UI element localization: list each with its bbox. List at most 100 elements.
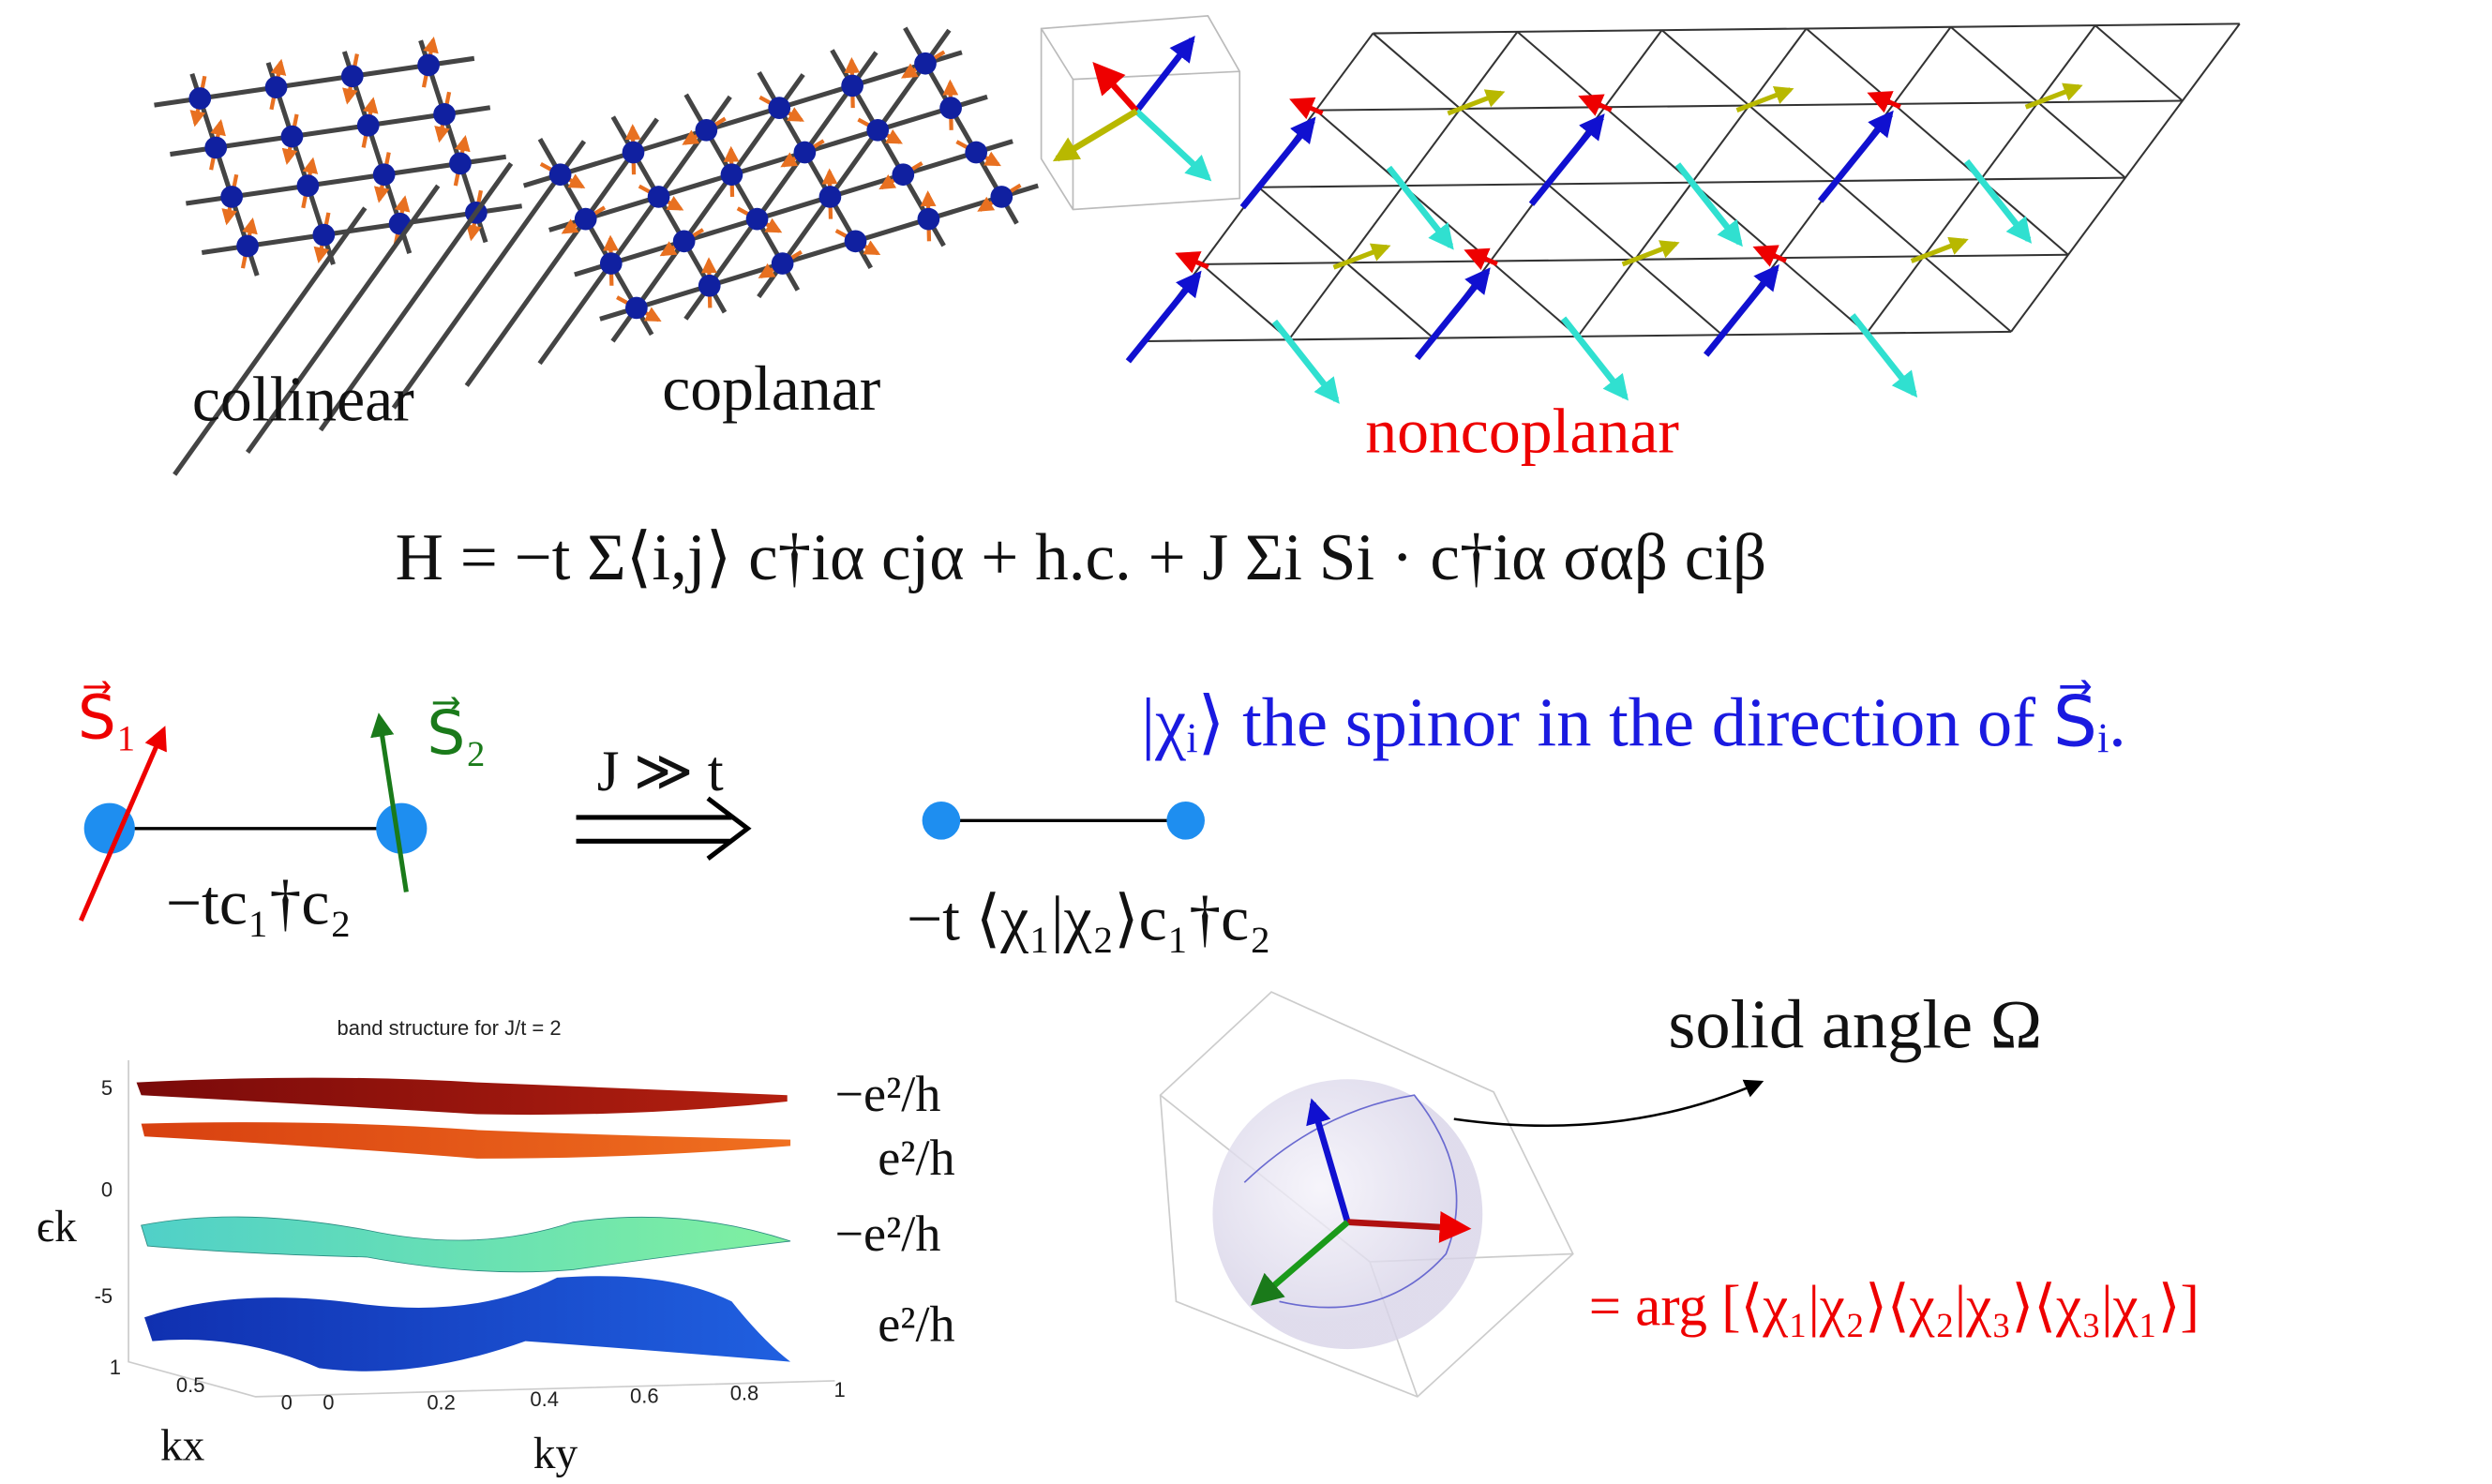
spin-arrow	[1531, 117, 1601, 203]
implies-arrow	[577, 799, 748, 859]
site	[965, 142, 987, 164]
hamiltonian: H = −t Σ⟨i,j⟩ c†iα cjα + h.c. + J Σi Si …	[396, 521, 1767, 594]
site	[236, 235, 259, 258]
solid-angle-formula: = arg [⟨χ₁|χ₂⟩⟨χ₂|χ₃⟩⟨χ₃|χ₁⟩]	[1589, 1276, 2199, 1339]
spin-arrow	[1564, 319, 1626, 397]
kx-tick: 0	[281, 1390, 293, 1414]
site	[188, 87, 211, 110]
bond-diagram: S⃗₁ S⃗₂ −tc₁†c₂ J ≫ t −t ⟨χ₁|χ₂⟩c₁†c₂	[78, 682, 1271, 954]
ky-tick: 0.2	[427, 1390, 456, 1414]
spin-arrow	[1912, 240, 1965, 261]
solid-angle-label: solid angle Ω	[1668, 986, 2042, 1063]
spin-arrow	[1853, 315, 1914, 394]
spin-cube	[1042, 16, 1240, 210]
lattice-bond	[1807, 28, 2068, 254]
collinear-lattice	[155, 39, 522, 276]
spin-arrow	[1736, 90, 1790, 111]
site	[623, 142, 645, 164]
site	[939, 97, 962, 119]
site	[625, 297, 648, 320]
spin-arrow	[1418, 272, 1488, 358]
collinear-label: collinear	[192, 365, 414, 435]
coplanar-label: coplanar	[662, 353, 880, 424]
site	[819, 186, 842, 208]
spin-arrow	[1448, 93, 1501, 113]
site	[357, 114, 380, 137]
ky-tick: 0.6	[630, 1385, 659, 1408]
band-plot: band structure for J/t = 2 5 0 -5 ϵk 1 0…	[37, 1016, 955, 1478]
spin-arrow	[1678, 164, 1740, 243]
site	[265, 76, 288, 98]
hall-label: e²/h	[878, 1297, 954, 1353]
noncoplanar-label: noncoplanar	[1365, 397, 1679, 467]
spin-arrow	[1389, 168, 1450, 247]
lattice-bond	[1315, 111, 1577, 337]
site	[673, 230, 696, 252]
site	[281, 126, 304, 148]
band-surface	[144, 1276, 790, 1371]
site	[220, 186, 243, 208]
site	[746, 208, 769, 231]
s1-label: S⃗₁	[78, 682, 137, 752]
ky-tick: 0.8	[730, 1381, 759, 1404]
spin-arrow	[1274, 322, 1336, 400]
site	[914, 52, 937, 75]
energy-tick: 0	[101, 1178, 113, 1202]
hall-label: −e²/h	[835, 1066, 941, 1122]
band-surface	[142, 1122, 790, 1159]
noncoplanar-lattice	[1128, 23, 2239, 399]
solid-angle-diagram: solid angle Ω = arg [⟨χ₁|χ₂⟩⟨χ₂|χ₃⟩⟨χ₃|χ…	[1161, 986, 2199, 1396]
site	[793, 142, 816, 164]
site	[768, 97, 790, 119]
band-surface	[142, 1217, 790, 1272]
spin-arrow	[1967, 161, 2029, 240]
spin-arrow	[1821, 114, 1891, 201]
site	[600, 252, 623, 275]
hopping: −tc₁†c₂	[166, 867, 352, 937]
energy-label: ϵk	[37, 1203, 77, 1252]
site	[417, 54, 440, 77]
spin-arrow	[1333, 247, 1387, 267]
spinor-note: |χᵢ⟩ the spinor in the direction of S⃗ᵢ.	[1141, 680, 2126, 762]
site	[841, 75, 863, 97]
plot-title: band structure for J/t = 2	[338, 1016, 562, 1040]
kx-tick: 1	[110, 1356, 121, 1379]
spin-arrow	[2026, 86, 2079, 107]
site	[892, 163, 914, 186]
band-surface	[137, 1078, 788, 1116]
ky-label: ky	[533, 1430, 578, 1478]
site	[845, 230, 867, 252]
site	[341, 65, 364, 87]
spin-arrow	[1128, 275, 1198, 361]
site	[204, 137, 227, 159]
site	[698, 275, 721, 297]
kx-tick: 0.5	[176, 1373, 205, 1397]
site	[1166, 802, 1205, 840]
site	[772, 252, 794, 275]
site	[549, 163, 572, 186]
s2-label: S⃗₂	[427, 697, 486, 767]
hall-label: −e²/h	[835, 1206, 941, 1262]
site	[990, 186, 1013, 208]
ky-tick: 1	[833, 1378, 845, 1402]
energy-tick: -5	[95, 1284, 113, 1308]
effective-hopping: −t ⟨χ₁|χ₂⟩c₁†c₂	[907, 883, 1271, 953]
site	[575, 208, 597, 231]
ky-tick: 0.4	[530, 1387, 559, 1411]
lattice-bond	[2095, 25, 2183, 100]
spin-arrow	[1706, 268, 1777, 354]
site	[312, 224, 335, 247]
site	[721, 163, 743, 186]
spin-arrow	[1623, 244, 1676, 264]
lattice-bond	[1202, 264, 1289, 339]
site	[923, 802, 961, 840]
ky-tick: 0	[323, 1390, 334, 1414]
site	[648, 186, 670, 208]
kx-label: kx	[160, 1422, 205, 1471]
hall-label: e²/h	[878, 1130, 954, 1186]
site	[373, 163, 396, 186]
limit-label: J ≫ t	[597, 741, 724, 803]
site	[297, 174, 320, 197]
site	[918, 208, 940, 231]
site	[866, 119, 889, 142]
